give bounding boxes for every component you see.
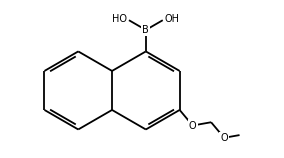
Text: O: O	[220, 133, 228, 143]
Text: OH: OH	[165, 14, 180, 24]
Text: HO: HO	[112, 14, 127, 24]
Text: B: B	[143, 25, 149, 35]
Text: O: O	[189, 121, 197, 131]
